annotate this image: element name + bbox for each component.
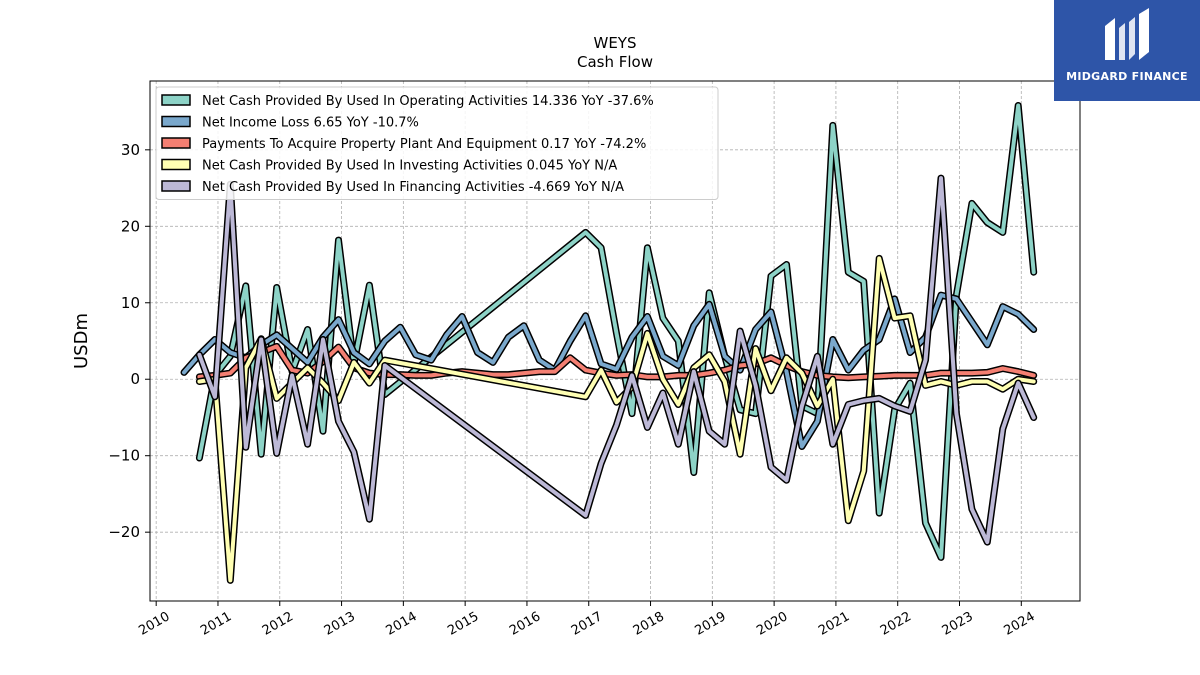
x-tick-label: 2024 (1001, 609, 1037, 639)
y-tick-label: 10 (121, 294, 140, 312)
legend: Net Cash Provided By Used In Operating A… (155, 86, 719, 200)
y-tick-label: −10 (108, 447, 140, 465)
legend-swatch (161, 180, 191, 192)
series-line-3 (195, 342, 1038, 382)
y-tick-label: −20 (108, 523, 140, 541)
series-line-5 (195, 174, 1038, 546)
legend-swatch (161, 115, 191, 128)
series-lines (180, 102, 1038, 584)
legend-entry: Net Cash Provided By Used In Operating A… (202, 94, 654, 109)
x-tick-label: 2020 (754, 609, 790, 639)
x-tick-label: 2021 (816, 609, 852, 639)
x-tick-label: 2010 (136, 609, 172, 639)
y-tick-label: 20 (121, 217, 140, 235)
legend-entry: Net Cash Provided By Used In Investing A… (202, 159, 617, 174)
x-tick-label: 2023 (940, 609, 976, 639)
x-tick-label: 2013 (322, 609, 358, 639)
y-tick-label: 0 (130, 370, 140, 388)
legend-swatch (161, 137, 191, 149)
series-line-4 (195, 254, 1038, 584)
x-tick-label: 2015 (445, 609, 481, 639)
legend-entry: Net Income Loss 6.65 YoY -10.7% (202, 116, 419, 131)
x-tick-label: 2018 (631, 609, 667, 639)
legend-swatch (161, 94, 191, 106)
y-axis-label: USDm (71, 313, 92, 369)
x-tick-label: 2012 (260, 609, 296, 639)
logo-mark-icon (1105, 8, 1149, 60)
x-tick-label: 2022 (878, 609, 914, 639)
x-tick-label: 2016 (507, 609, 543, 639)
chart-title-line2: Cash Flow (577, 53, 653, 71)
x-tick-label: 2017 (569, 609, 605, 639)
legend-swatch (161, 158, 191, 171)
x-tick-label: 2014 (384, 609, 420, 639)
legend-box (155, 86, 719, 200)
logo-text: MIDGARD FINANCE (1066, 70, 1188, 83)
legend-entry: Payments To Acquire Property Plant And E… (202, 137, 646, 152)
midgard-finance-logo: MIDGARD FINANCE (1054, 0, 1200, 101)
x-axis-ticks: 2010 2011 2012 2013 2014 2015 2016 2017 2018 2019… (136, 601, 1038, 639)
legend-entry: Net Cash Provided By Used In Financing A… (202, 180, 624, 195)
chart-title-line1: WEYS (594, 34, 637, 52)
x-tick-label: 2019 (692, 609, 728, 639)
x-tick-label: 2011 (198, 609, 234, 639)
y-tick-label: 30 (121, 141, 140, 159)
y-axis-ticks: −20 −10 0 10 20 30 (108, 141, 150, 541)
plot-frame (149, 80, 1081, 602)
series-line-1 (195, 102, 1038, 561)
